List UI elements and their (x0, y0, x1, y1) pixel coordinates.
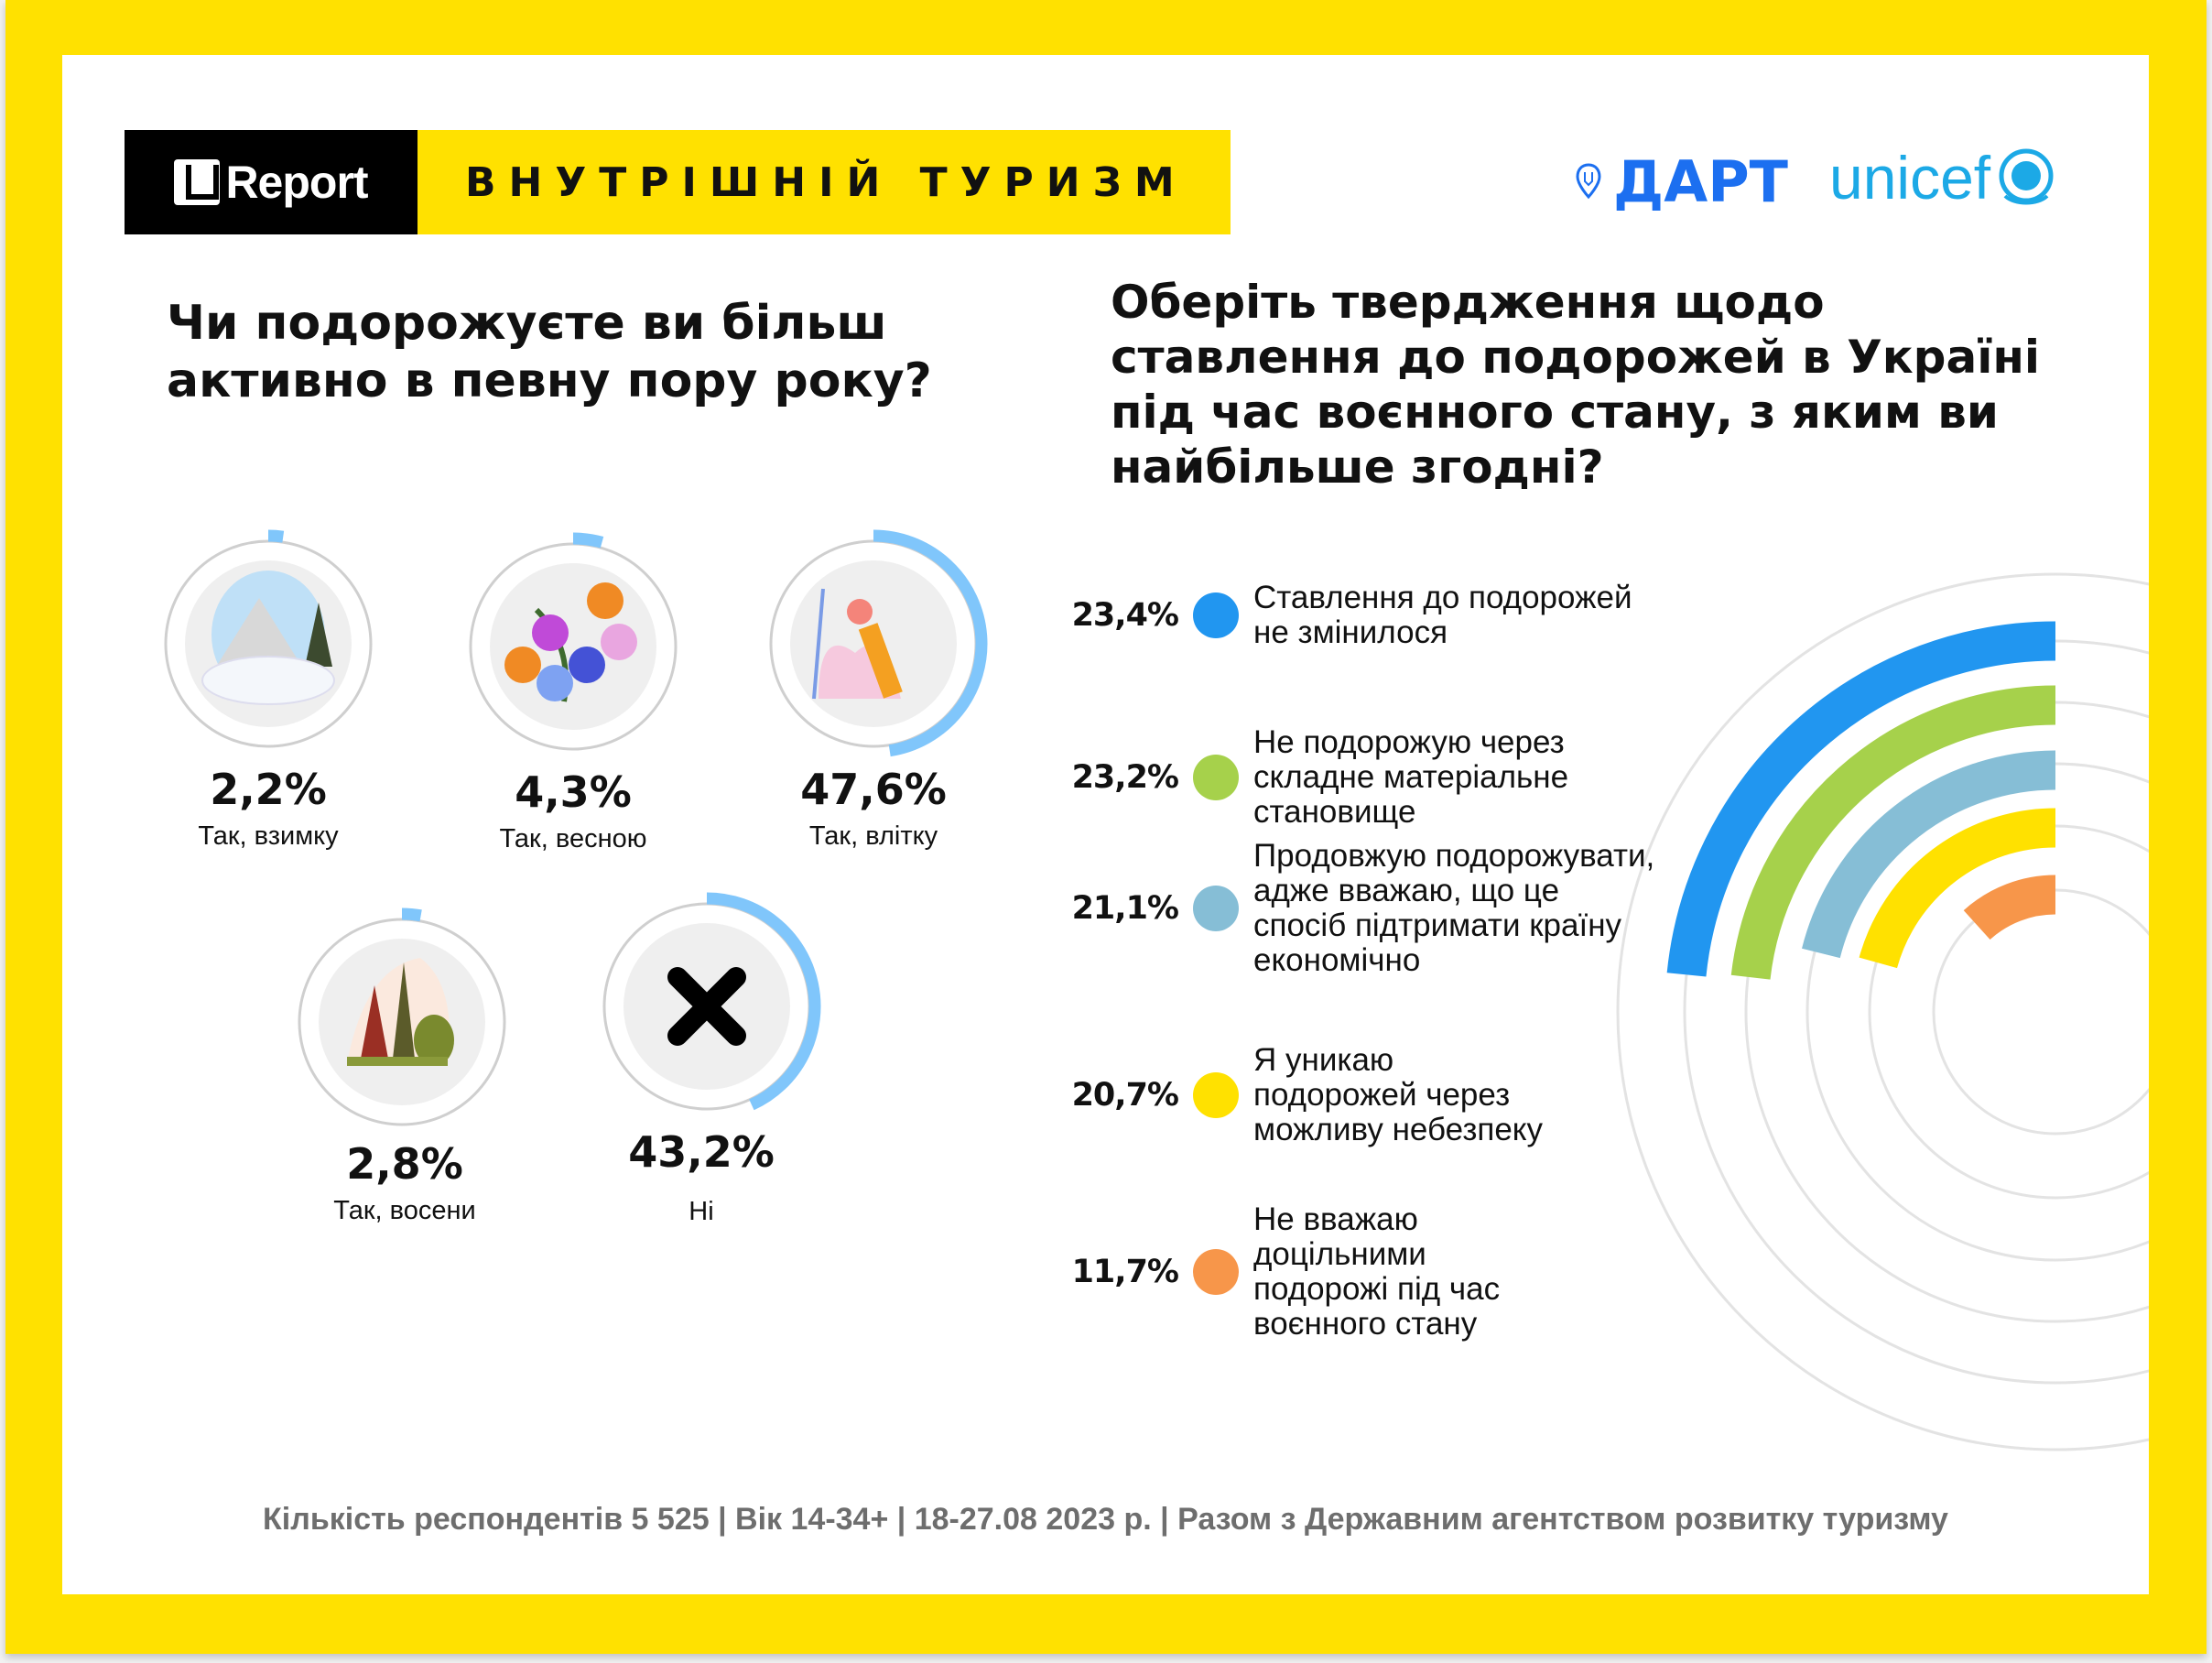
season-winter: 2,2% Так, взимку (113, 765, 424, 852)
season-label: Так, взимку (198, 821, 339, 851)
season-pct: 2,8% (346, 1139, 463, 1189)
season-spring: 4,3% Так, весною (417, 767, 729, 854)
header-title: ВНУТРІШНІЙ ТУРИЗМ (465, 158, 1187, 206)
progress-arc (401, 908, 422, 922)
shield-pin-icon (1576, 162, 1601, 199)
radial-bar (1666, 621, 2056, 977)
right-question: Оберіть твердження щодо ставлення до под… (1111, 276, 2041, 494)
unicef-text: unicef (1829, 144, 1991, 212)
radial-bar (1963, 875, 2056, 940)
legend-dot (1193, 1072, 1239, 1118)
legend-pct: 23,4% (1071, 597, 1179, 634)
legend-item: 23,4% Ставлення до подорожей не змінилос… (1053, 581, 1656, 650)
grid-ring (1616, 572, 2149, 1451)
legend-item: 11,7% Не вважаю доцільними подорожі під … (1053, 1202, 1556, 1342)
legend-text: Не подорожую через складне матеріальне с… (1253, 724, 1569, 830)
legend-dot (1193, 1249, 1239, 1295)
footer-note: Кількість респондентів 5 525 | Вік 14-34… (263, 1502, 1948, 1537)
legend-pct: 11,7% (1071, 1254, 1179, 1290)
season-label: Так, восени (333, 1196, 476, 1225)
legend-text: Не вважаю доцільними подорожі під час во… (1253, 1201, 1501, 1342)
season-pct: 47,6% (800, 765, 947, 814)
season-label: Так, весною (499, 824, 647, 853)
season-no: 43,2% Ні (546, 1127, 857, 1227)
legend-text: Продовжую подорожувати, адже вважаю, що … (1253, 838, 1655, 978)
radial-bar (1859, 808, 2056, 969)
season-summer: 47,6% Так, влітку (718, 765, 1029, 852)
cross-icon (667, 967, 746, 1046)
spring-flowers-icon (504, 582, 637, 702)
season-label: Так, влітку (808, 821, 938, 851)
ureport-logo: Report (125, 130, 417, 234)
radial-bar (1802, 750, 2056, 959)
dart-logo: ДАРТ (1575, 148, 1788, 215)
legend-dot (1193, 886, 1239, 931)
radial-bar (1730, 685, 2056, 980)
season-ring (164, 529, 373, 748)
season-ring (469, 532, 678, 751)
unicef-emblem-icon (1999, 148, 2054, 205)
unicef-logo: unicef (1829, 143, 2058, 212)
season-ring (602, 892, 821, 1111)
legend-item: 20,7% Я уникаю подорожей через можливу н… (1053, 1043, 1565, 1147)
dart-text: ДАРТ (1613, 148, 1788, 215)
legend-text: Ставлення до подорожей не змінилося (1253, 580, 1632, 650)
progress-arc (572, 532, 604, 549)
summer-beach-icon (812, 588, 903, 700)
season-ring (298, 908, 506, 1126)
grid-ring (1932, 888, 2149, 1136)
season-pct: 43,2% (628, 1127, 775, 1177)
season-pct: 2,2% (210, 765, 327, 814)
u-logo-icon (174, 159, 221, 205)
legend-item: 23,2% Не подорожую через складне матеріа… (1053, 725, 1656, 830)
legend-pct: 20,7% (1071, 1077, 1179, 1114)
legend-dot (1193, 755, 1239, 800)
season-autumn: 2,8% Так, восени (249, 1139, 560, 1226)
progress-arc (873, 529, 988, 757)
grid-rings (1616, 572, 2149, 1451)
legend-pct: 21,1% (1071, 890, 1179, 927)
legend-dot (1193, 592, 1239, 638)
season-pct: 4,3% (515, 767, 632, 817)
legend-text: Я уникаю подорожей через можливу небезпе… (1253, 1042, 1543, 1147)
season-label: Ні (689, 1197, 714, 1226)
left-question: Чи подорожуєте ви більш активно в певну … (167, 296, 932, 408)
season-ring (769, 529, 988, 757)
logo-text: Report (225, 157, 368, 208)
winter-mountains-icon (201, 571, 335, 705)
progress-arc (706, 892, 821, 1111)
progress-arc (267, 529, 285, 543)
legend-pct: 23,2% (1071, 759, 1179, 796)
autumn-forest-icon (347, 958, 454, 1066)
header-banner: ВНУТРІШНІЙ ТУРИЗМ (417, 130, 1231, 234)
legend-item: 21,1% Продовжую подорожувати, адже вважа… (1053, 839, 1656, 978)
